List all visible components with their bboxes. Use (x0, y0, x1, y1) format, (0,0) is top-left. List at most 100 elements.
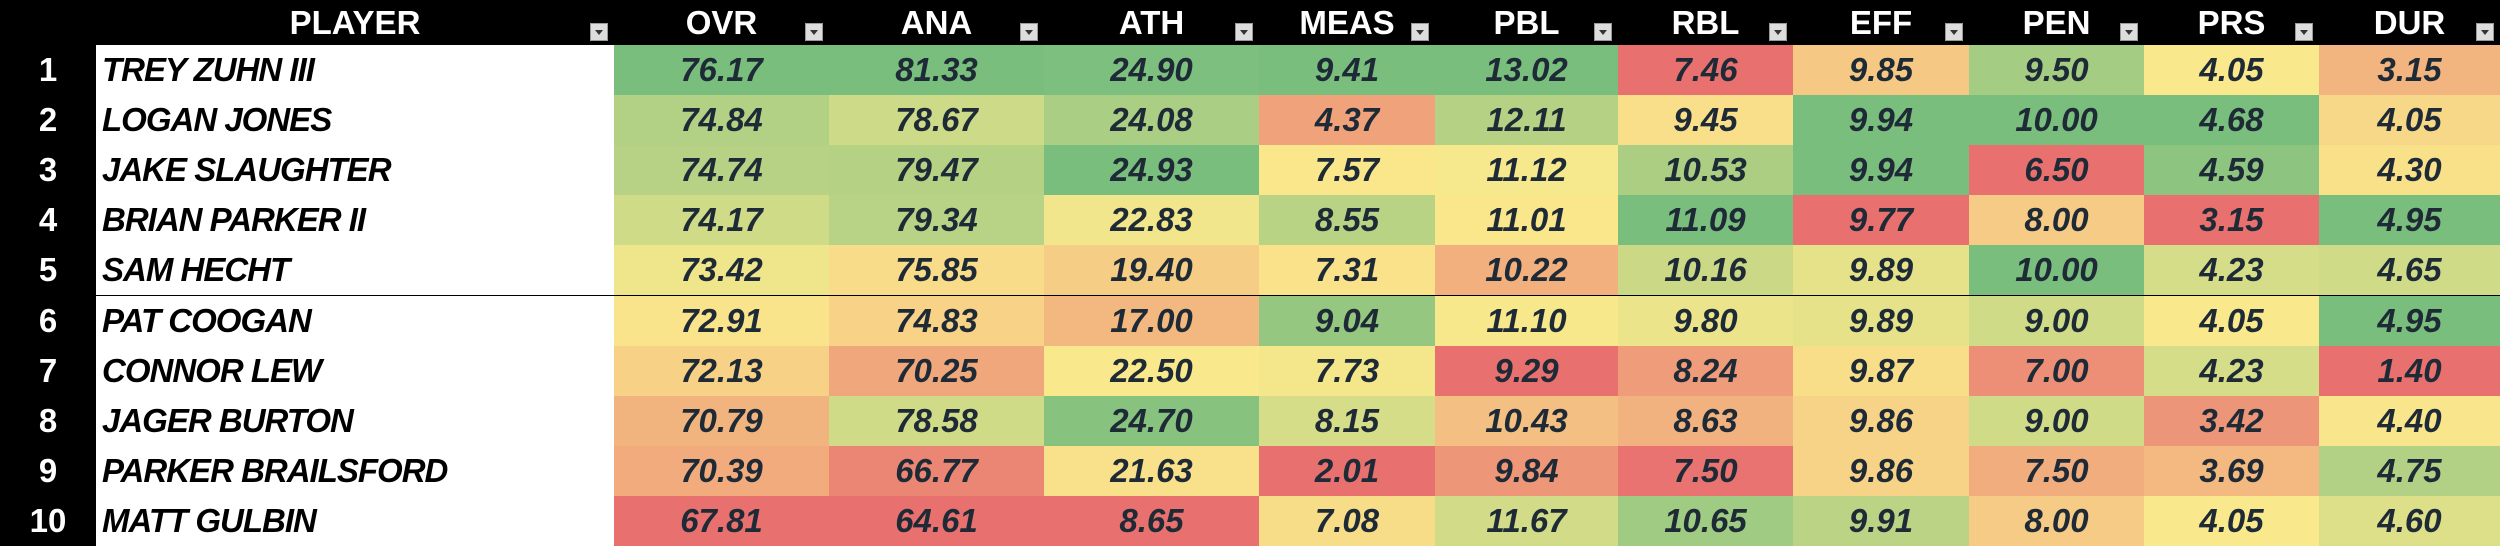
stat-cell: 11.67 (1435, 495, 1618, 546)
stat-cell: 73.42 (614, 245, 829, 296)
stat-cell: 9.87 (1793, 345, 1969, 396)
rank: 5 (0, 245, 96, 296)
stat-cell: 4.40 (2319, 395, 2500, 446)
header-stat[interactable]: PEN (1969, 0, 2144, 45)
stat-cell: 8.00 (1969, 195, 2144, 246)
stat-cell: 72.13 (614, 345, 829, 396)
stat-cell: 4.23 (2144, 245, 2319, 296)
header-stat[interactable]: PBL (1435, 0, 1618, 45)
player-name: PARKER BRAILSFORD (96, 445, 614, 496)
stat-cell: 66.77 (829, 445, 1044, 496)
stat-cell: 10.00 (1969, 95, 2144, 146)
stat-cell: 7.50 (1618, 445, 1793, 496)
stat-cell: 11.12 (1435, 145, 1618, 196)
stat-cell: 7.50 (1969, 445, 2144, 496)
stat-cell: 74.74 (614, 145, 829, 196)
header-stat[interactable]: RBL (1618, 0, 1793, 45)
stat-cell: 9.80 (1618, 295, 1793, 346)
stat-cell: 7.08 (1259, 495, 1435, 546)
stat-cell: 19.40 (1044, 245, 1259, 296)
filter-button[interactable] (1020, 23, 1038, 41)
filter-button[interactable] (1769, 23, 1787, 41)
stat-cell: 8.24 (1618, 345, 1793, 396)
filter-button[interactable] (1235, 23, 1253, 41)
stat-cell: 3.15 (2144, 195, 2319, 246)
header-player[interactable]: PLAYER (96, 0, 614, 45)
stat-cell: 7.00 (1969, 345, 2144, 396)
filter-button[interactable] (1411, 23, 1429, 41)
stat-cell: 8.55 (1259, 195, 1435, 246)
stat-cell: 10.16 (1618, 245, 1793, 296)
stat-cell: 9.41 (1259, 45, 1435, 96)
filter-button[interactable] (805, 23, 823, 41)
stat-cell: 21.63 (1044, 445, 1259, 496)
player-name: TREY ZUHN III (96, 45, 614, 96)
stat-cell: 7.73 (1259, 345, 1435, 396)
stat-cell: 75.85 (829, 245, 1044, 296)
stat-cell: 70.79 (614, 395, 829, 446)
rank: 10 (0, 495, 96, 546)
stat-cell: 76.17 (614, 45, 829, 96)
filter-button[interactable] (2295, 23, 2313, 41)
stat-cell: 4.68 (2144, 95, 2319, 146)
filter-button[interactable] (1945, 23, 1963, 41)
stat-cell: 67.81 (614, 495, 829, 546)
filter-button[interactable] (2120, 23, 2138, 41)
stat-cell: 9.45 (1618, 95, 1793, 146)
rank: 4 (0, 195, 96, 246)
stat-cell: 10.43 (1435, 395, 1618, 446)
player-name: PAT COOGAN (96, 295, 614, 346)
stat-cell: 2.01 (1259, 445, 1435, 496)
filter-button[interactable] (2476, 23, 2494, 41)
stat-cell: 74.84 (614, 95, 829, 146)
stat-cell: 64.61 (829, 495, 1044, 546)
stat-cell: 74.17 (614, 195, 829, 246)
filter-button[interactable] (590, 23, 608, 41)
stat-cell: 24.70 (1044, 395, 1259, 446)
player-name: MATT GULBIN (96, 495, 614, 546)
stat-cell: 9.84 (1435, 445, 1618, 496)
rank: 8 (0, 395, 96, 446)
stat-cell: 24.08 (1044, 95, 1259, 146)
header-stat[interactable]: DUR (2319, 0, 2500, 45)
stat-cell: 4.75 (2319, 445, 2500, 496)
stat-cell: 11.10 (1435, 295, 1618, 346)
stat-cell: 4.60 (2319, 495, 2500, 546)
stat-cell: 22.83 (1044, 195, 1259, 246)
stat-cell: 9.86 (1793, 395, 1969, 446)
stat-cell: 9.00 (1969, 295, 2144, 346)
stat-cell: 3.15 (2319, 45, 2500, 96)
stat-cell: 4.05 (2319, 95, 2500, 146)
stat-cell: 9.89 (1793, 295, 1969, 346)
stat-cell: 10.00 (1969, 245, 2144, 296)
stat-cell: 10.53 (1618, 145, 1793, 196)
stat-cell: 9.77 (1793, 195, 1969, 246)
rank: 1 (0, 45, 96, 96)
stat-cell: 6.50 (1969, 145, 2144, 196)
player-name: SAM HECHT (96, 245, 614, 296)
stat-cell: 4.05 (2144, 495, 2319, 546)
stat-cell: 1.40 (2319, 345, 2500, 396)
header-stat[interactable]: ANA (829, 0, 1044, 45)
stat-cell: 9.85 (1793, 45, 1969, 96)
stat-cell: 81.33 (829, 45, 1044, 96)
header-stat[interactable]: ATH (1044, 0, 1259, 45)
header-stat[interactable]: OVR (614, 0, 829, 45)
stat-cell: 4.95 (2319, 295, 2500, 346)
stat-cell: 3.42 (2144, 395, 2319, 446)
stat-cell: 9.89 (1793, 245, 1969, 296)
stat-cell: 79.47 (829, 145, 1044, 196)
stat-cell: 74.83 (829, 295, 1044, 346)
stat-cell: 8.15 (1259, 395, 1435, 446)
stat-cell: 9.94 (1793, 95, 1969, 146)
stat-cell: 24.90 (1044, 45, 1259, 96)
header-stat[interactable]: MEAS (1259, 0, 1435, 45)
header-stat[interactable]: PRS (2144, 0, 2319, 45)
stat-cell: 4.65 (2319, 245, 2500, 296)
filter-button[interactable] (1594, 23, 1612, 41)
stat-cell: 9.91 (1793, 495, 1969, 546)
header-stat[interactable]: EFF (1793, 0, 1969, 45)
stat-cell: 78.58 (829, 395, 1044, 446)
stat-cell: 3.69 (2144, 445, 2319, 496)
